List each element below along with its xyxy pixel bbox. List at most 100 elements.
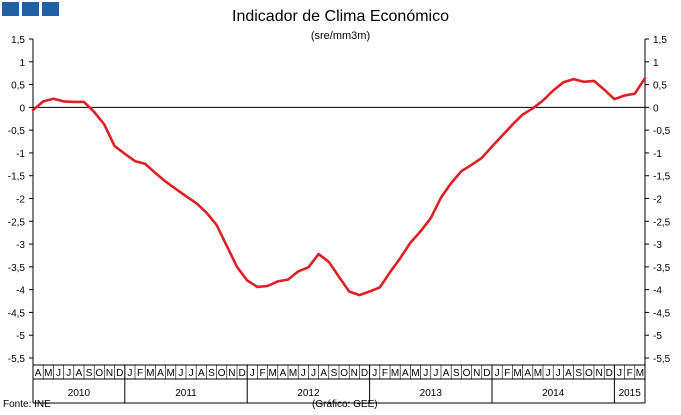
month-label: J — [66, 368, 71, 379]
y-tick-label-right: -5,5 — [653, 354, 671, 365]
month-label: N — [106, 368, 113, 379]
month-label: A — [280, 368, 287, 379]
month-label: M — [44, 368, 52, 379]
month-label: F — [627, 368, 633, 379]
month-label: J — [311, 368, 316, 379]
y-tick-label-left: -3,5 — [8, 263, 26, 274]
month-label: S — [453, 368, 460, 379]
month-label: O — [340, 368, 348, 379]
month-label: M — [391, 368, 399, 379]
month-label: A — [157, 368, 164, 379]
chart-title: Indicador de Clima Económico — [232, 8, 449, 25]
month-label: N — [228, 368, 235, 379]
month-label: M — [534, 368, 542, 379]
month-label: J — [617, 368, 622, 379]
month-label: M — [411, 368, 419, 379]
y-tick-label-left: -1,5 — [8, 172, 26, 183]
month-label: O — [218, 368, 226, 379]
month-label: J — [178, 368, 183, 379]
chart-subtitle: (sre/mm3m) — [310, 30, 371, 42]
month-label: M — [289, 368, 297, 379]
month-label: A — [565, 368, 572, 379]
month-label: O — [463, 368, 471, 379]
month-label: J — [556, 368, 561, 379]
brand-squares — [2, 2, 59, 16]
y-tick-label-left: -2 — [16, 195, 25, 206]
y-tick-label-left: -1 — [16, 149, 25, 160]
year-label: 2011 — [175, 388, 197, 399]
month-label: N — [473, 368, 480, 379]
month-label: J — [56, 368, 61, 379]
brand-square — [2, 2, 19, 16]
month-label: S — [86, 368, 93, 379]
month-label: D — [116, 368, 123, 379]
series-line — [31, 76, 647, 297]
y-tick-label-left: -5,5 — [8, 354, 26, 365]
month-label: S — [208, 368, 215, 379]
month-label: F — [382, 368, 388, 379]
y-tick-label-right: -1,5 — [653, 172, 671, 183]
month-label: A — [76, 368, 83, 379]
year-label: 2014 — [542, 388, 565, 399]
y-tick-label-left: -5 — [16, 331, 25, 342]
y-tick-label-right: -3 — [653, 240, 662, 251]
y-tick-label-right: 0 — [653, 103, 659, 114]
month-label: D — [238, 368, 245, 379]
month-label: A — [524, 368, 531, 379]
y-tick-label-left: -4,5 — [8, 308, 26, 319]
month-label: D — [606, 368, 613, 379]
month-label: O — [585, 368, 593, 379]
y-tick-label-right: 0,5 — [653, 81, 667, 92]
source-note: Fonte: INE — [3, 399, 51, 410]
month-label: J — [301, 368, 306, 379]
month-label: O — [95, 368, 103, 379]
y-tick-label-left: -3 — [16, 240, 25, 251]
y-tick-label-right: -2,5 — [653, 217, 671, 228]
month-label: A — [198, 368, 205, 379]
year-label: 2012 — [297, 388, 320, 399]
y-axis-right: 1,5 1 0,5 0 -0,5 -1 -1,5 -2 -2,5 -3 -3,5 -4 -4,5 -5 -5… — [645, 35, 671, 365]
y-tick-label-right: -5 — [653, 331, 662, 342]
y-tick-label-right: -4,5 — [653, 308, 671, 319]
y-tick-label-right: 1,5 — [653, 35, 667, 46]
month-label: J — [546, 368, 551, 379]
month-label: J — [250, 368, 255, 379]
y-tick-label-left: -4 — [16, 286, 25, 297]
month-label: J — [372, 368, 377, 379]
year-label: 2013 — [420, 388, 443, 399]
year-label: 2010 — [68, 388, 91, 399]
month-label: J — [495, 368, 500, 379]
month-label: J — [433, 368, 438, 379]
month-label: F — [137, 368, 143, 379]
month-label: A — [402, 368, 409, 379]
month-label: A — [320, 368, 327, 379]
y-tick-label-left: 1,5 — [11, 35, 25, 46]
y-tick-label-right: 1 — [653, 58, 659, 69]
month-label: M — [269, 368, 277, 379]
month-label: M — [167, 368, 175, 379]
month-label: F — [504, 368, 510, 379]
credit-note: (Gráfico: GEE) — [312, 399, 378, 410]
y-tick-label-left: -2,5 — [8, 217, 26, 228]
month-label: J — [189, 368, 194, 379]
y-tick-label-right: -2 — [653, 195, 662, 206]
y-tick-label-left: 1 — [19, 58, 25, 69]
brand-square — [22, 2, 39, 16]
month-label: F — [259, 368, 265, 379]
y-tick-label-left: 0 — [19, 103, 25, 114]
brand-square — [42, 2, 59, 16]
month-label: N — [595, 368, 602, 379]
y-tick-label-right: -3,5 — [653, 263, 671, 274]
y-tick-label-left: 0,5 — [11, 81, 25, 92]
month-label: M — [636, 368, 644, 379]
month-label: D — [361, 368, 368, 379]
y-tick-label-right: -0,5 — [653, 126, 671, 137]
month-label: D — [483, 368, 490, 379]
month-label: J — [127, 368, 132, 379]
y-axis-left: 1,5 1 0,5 0 -0,5 -1 -1,5 -2 -2,5 -3 -3,5 -4 -4,5 -5 -5… — [8, 35, 33, 365]
month-label: S — [331, 368, 338, 379]
month-label: S — [575, 368, 582, 379]
year-label: 2015 — [619, 388, 642, 399]
